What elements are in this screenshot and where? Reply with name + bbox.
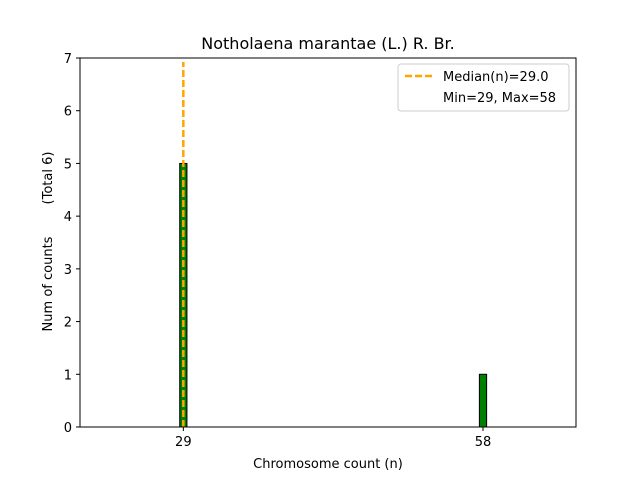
bars (179, 162, 488, 428)
x-tick-label-58: 58 (475, 435, 492, 450)
y-tick-label-1: 1 (64, 368, 72, 383)
y-tick-label-0: 0 (64, 421, 72, 436)
y-tick-label-3: 3 (64, 263, 72, 278)
y-axis-label: Num of counts (41, 236, 56, 331)
legend-box (397, 63, 570, 112)
plot-frame (79, 57, 577, 428)
chart-title: Notholaena marantae (L.) R. Br. (201, 34, 454, 53)
x-axis: 29 58 (175, 427, 491, 450)
y-tick-label-5: 5 (64, 157, 72, 172)
y-tick-label-7: 7 (64, 52, 72, 67)
y-tick-label-4: 4 (64, 210, 72, 225)
y-tick-label-6: 6 (64, 105, 72, 120)
y-tick-label-2: 2 (64, 316, 72, 331)
x-tick-label-29: 29 (175, 435, 192, 450)
y-axis-total-label: (Total 6) (41, 152, 56, 205)
legend-median-label: Median(n)=29.0 (443, 70, 549, 85)
legend: Median(n)=29.0 Min=29, Max=58 (397, 63, 570, 112)
legend-range-label: Min=29, Max=58 (443, 91, 556, 106)
bar-58 (478, 373, 488, 428)
x-axis-label: Chromosome count (n) (253, 457, 403, 472)
y-axis: 0 1 2 3 4 5 6 7 (64, 52, 80, 436)
